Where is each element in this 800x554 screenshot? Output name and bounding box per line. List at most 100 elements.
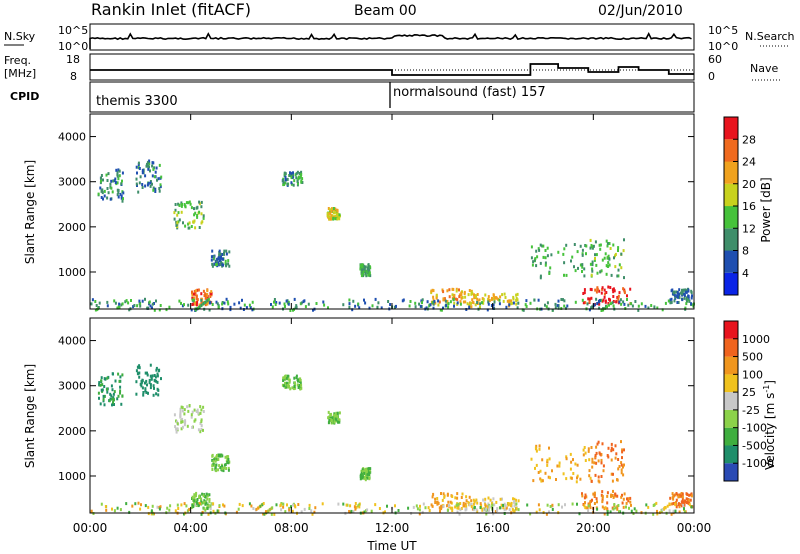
data-cell-power-2 — [200, 212, 203, 216]
data-cell-power-5 — [283, 183, 286, 186]
data-cell-velocity-ground — [183, 502, 186, 506]
data-cell-power-6 — [332, 207, 335, 210]
data-cell-velocity-9 — [496, 507, 499, 511]
data-cell-power-5 — [294, 173, 297, 177]
data-cell-velocity-1 — [147, 391, 149, 395]
data-cell-power-9 — [474, 294, 477, 298]
data-cell-power-ground — [650, 304, 653, 307]
data-cell-velocity-2 — [181, 420, 184, 424]
colorbar-tick-label-power: 8 — [742, 245, 749, 258]
data-cell-velocity-8 — [454, 496, 457, 500]
data-cell-power-12 — [608, 263, 611, 267]
data-cell-power-9 — [497, 297, 500, 301]
data-cell-power-3 — [191, 290, 194, 294]
data-cell-velocity-8 — [465, 504, 468, 508]
data-cell-velocity-4 — [223, 463, 226, 467]
data-cell-power-10 — [537, 247, 540, 251]
data-cell-velocity-12 — [606, 454, 609, 457]
data-cell-power-ground — [153, 302, 155, 305]
data-cell-power-11 — [616, 296, 619, 299]
data-cell-velocity-ground — [496, 509, 499, 513]
data-cell-velocity-5 — [296, 383, 299, 387]
data-cell-power-12 — [596, 271, 599, 275]
data-cell-velocity-ground — [502, 506, 505, 510]
data-cell-power-8 — [437, 303, 440, 307]
data-cell-power-5 — [296, 183, 299, 187]
data-cell-velocity-3 — [193, 496, 196, 500]
data-cell-velocity-ground — [535, 510, 538, 514]
data-cell-velocity-10 — [541, 479, 544, 483]
data-cell-power-4 — [213, 262, 216, 266]
data-cell-power-ground — [387, 300, 390, 303]
data-cell-velocity-9 — [500, 503, 503, 507]
data-cell-power-11 — [594, 288, 597, 292]
data-cell-velocity-ground — [617, 504, 620, 507]
xtick-label: 12:00 — [375, 521, 410, 535]
data-cell-velocity-ground — [349, 504, 352, 508]
data-cell-velocity-12 — [612, 448, 615, 452]
data-cell-power-1 — [147, 167, 150, 171]
data-cell-power-11 — [607, 301, 610, 305]
data-cell-power-11 — [596, 288, 599, 292]
data-cell-power-13 — [690, 296, 693, 300]
data-cell-velocity-1 — [145, 379, 148, 383]
data-cell-power-ground — [545, 305, 548, 309]
data-cell-power-1 — [139, 175, 142, 179]
data-cell-power-3 — [195, 294, 198, 298]
data-cell-velocity-ground — [218, 504, 221, 508]
data-cell-power-ground — [168, 305, 171, 309]
data-cell-power-9 — [499, 295, 502, 299]
data-cell-power-4 — [210, 255, 213, 259]
data-cell-power-10 — [570, 259, 572, 263]
data-cell-power-ground — [225, 297, 228, 301]
data-cell-power-8 — [453, 295, 455, 299]
colorbar-tick-label-velocity: -1000 — [742, 457, 774, 470]
data-cell-power-ground — [606, 305, 608, 309]
data-cell-power-ground — [233, 302, 236, 306]
data-cell-power-12 — [591, 269, 594, 273]
data-cell-power-3 — [195, 297, 198, 300]
data-cell-power-2 — [174, 208, 177, 212]
data-cell-velocity-11 — [614, 492, 617, 496]
data-cell-velocity-0 — [117, 394, 120, 398]
data-cell-power-9 — [504, 296, 507, 299]
data-cell-velocity-ground — [248, 502, 251, 506]
data-cell-velocity-6 — [327, 410, 330, 414]
data-cell-power-1 — [152, 186, 155, 190]
data-cell-power-9 — [476, 293, 479, 296]
data-cell-velocity-1 — [144, 387, 147, 391]
data-cell-power-ground — [581, 298, 584, 302]
data-cell-velocity-ground — [483, 508, 485, 512]
ytick-label-power: 2000 — [58, 221, 86, 234]
data-cell-velocity-ground — [190, 506, 193, 510]
cpid-label: CPID — [10, 90, 39, 103]
data-cell-power-3 — [200, 292, 203, 296]
data-cell-power-ground — [653, 305, 656, 309]
data-cell-velocity-12 — [597, 459, 600, 463]
data-cell-power-1 — [160, 175, 163, 179]
data-cell-power-5 — [299, 175, 302, 179]
data-cell-power-4 — [216, 257, 219, 261]
data-cell-power-0 — [114, 181, 117, 184]
data-cell-velocity-ground — [363, 510, 366, 514]
data-cell-power-5 — [296, 170, 299, 174]
data-cell-velocity-ground — [668, 502, 671, 506]
data-cell-velocity-12 — [595, 461, 598, 465]
data-cell-power-3 — [191, 293, 194, 297]
data-cell-velocity-2 — [200, 420, 203, 424]
data-cell-velocity-ground — [384, 510, 386, 514]
data-cell-power-ground — [619, 298, 622, 302]
data-cell-velocity-0 — [113, 390, 116, 394]
data-cell-velocity-10 — [588, 458, 591, 462]
data-cell-power-0 — [121, 179, 123, 183]
data-cell-power-ground — [420, 299, 423, 303]
data-cell-power-ground — [442, 306, 444, 310]
data-cell-velocity-ground — [576, 502, 578, 506]
data-cell-power-ground — [634, 300, 637, 303]
data-cell-power-5 — [286, 177, 289, 181]
data-cell-velocity-ground — [548, 510, 550, 514]
data-cell-velocity-12 — [594, 454, 597, 457]
data-cell-power-0 — [102, 178, 104, 182]
data-cell-velocity-ground — [267, 509, 270, 513]
data-cell-velocity-8 — [456, 506, 459, 510]
